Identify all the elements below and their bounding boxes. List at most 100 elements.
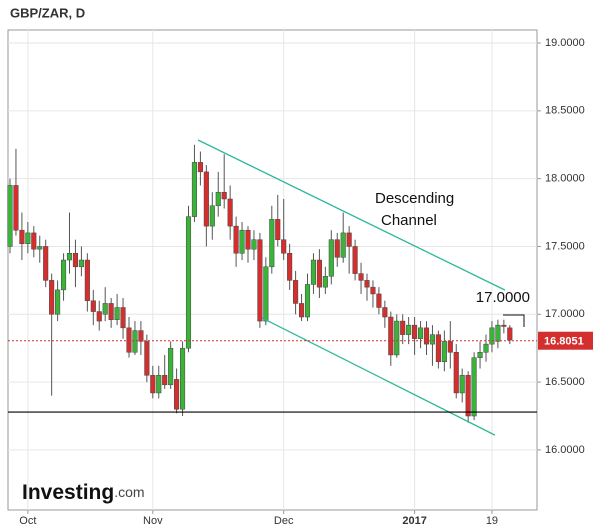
candle-body	[25, 232, 31, 245]
candle-body	[174, 379, 180, 410]
annotation-pointer	[503, 314, 525, 327]
annotation: Descending	[375, 190, 454, 207]
logo-suffix: .com	[114, 484, 144, 500]
y-tick-label: 18.0000	[545, 173, 585, 185]
candle-body	[55, 289, 61, 315]
candle-body	[191, 162, 197, 217]
candle-body	[114, 307, 120, 320]
trendline	[261, 317, 496, 436]
y-tick-label: 19.0000	[545, 37, 585, 49]
candle-body	[453, 352, 459, 394]
candle-body	[269, 219, 275, 268]
candle-body	[197, 162, 203, 173]
logo-main: Investing	[22, 481, 114, 504]
candle-body	[251, 239, 257, 250]
candle-body	[441, 341, 447, 363]
y-tick-label: 17.0000	[545, 308, 585, 320]
candle-body	[447, 341, 453, 353]
trendline	[197, 139, 506, 291]
candle-body	[310, 259, 316, 285]
x-tick-label: Nov	[143, 515, 163, 527]
chart-title: GBP/ZAR, D	[10, 5, 85, 20]
candle-body	[138, 330, 144, 342]
candle-body	[328, 239, 334, 277]
candle-body	[370, 286, 376, 295]
candle-body	[102, 303, 108, 315]
candle-body	[120, 307, 126, 329]
candle-body	[293, 280, 299, 304]
x-tick-label: Dec	[274, 515, 294, 527]
plot-frame	[7, 29, 538, 511]
candle-body	[245, 229, 251, 250]
candle-body	[215, 191, 221, 207]
candle-body	[471, 357, 477, 417]
candle-body	[495, 324, 501, 342]
candle-body	[287, 252, 293, 281]
y-tick-label: 17.5000	[545, 240, 585, 252]
candle-body	[340, 232, 346, 258]
candle-body	[418, 327, 424, 339]
y-tick-label: 16.0000	[545, 444, 585, 456]
candle-body	[13, 185, 19, 231]
candle-body	[334, 239, 340, 258]
candle-body	[429, 334, 435, 345]
y-tick-label: 18.5000	[545, 105, 585, 117]
candle-body	[358, 273, 364, 281]
last-price-label: 16.8051	[544, 336, 584, 348]
candle-body	[150, 375, 156, 394]
candle-body	[364, 280, 370, 288]
candle-body	[406, 324, 412, 335]
candle-body	[477, 352, 483, 358]
candle-body	[257, 239, 263, 322]
candle-body	[132, 330, 138, 353]
candle-body	[168, 347, 174, 386]
candle-body	[435, 334, 441, 363]
candle-body	[423, 327, 430, 345]
candle-body	[388, 316, 394, 356]
candle-body	[352, 246, 358, 274]
candle-body	[400, 320, 406, 335]
candle-body	[346, 232, 352, 247]
annotation: 17.0000	[476, 289, 530, 306]
candle-body	[126, 327, 132, 353]
x-tick-label: Oct	[19, 515, 36, 527]
candle-body	[203, 171, 209, 227]
candle-body	[209, 205, 215, 227]
candle-body	[72, 252, 79, 268]
x-tick-label: 2017	[402, 515, 426, 527]
candle-body	[162, 375, 168, 386]
logo: Investing.com	[22, 481, 145, 504]
candle-body	[84, 259, 90, 301]
candle-body	[180, 347, 186, 410]
candle-body	[281, 239, 287, 254]
candle-body	[489, 327, 495, 345]
plot-layer	[7, 30, 537, 510]
candle-body	[275, 219, 281, 240]
candle-body	[465, 375, 471, 417]
candle-body	[7, 185, 13, 247]
candle-body	[221, 191, 227, 200]
candle-body	[376, 293, 382, 308]
candle-body	[61, 259, 67, 291]
candle-body	[144, 341, 150, 376]
candle-body	[459, 375, 465, 394]
candle-body	[304, 284, 311, 318]
candle-body	[394, 320, 400, 356]
candle-body	[382, 307, 388, 318]
candle-body	[43, 246, 49, 281]
annotation: Channel	[381, 212, 437, 229]
candle-body	[322, 276, 328, 288]
candle-body	[263, 266, 269, 322]
last-price-box	[538, 331, 593, 350]
candle-body	[299, 303, 305, 318]
candle-body	[49, 280, 55, 315]
candle-body	[239, 229, 245, 254]
candle-body	[233, 225, 239, 254]
candle-body	[66, 252, 73, 261]
candle-body	[90, 300, 96, 312]
candle-body	[316, 259, 322, 288]
candle-body	[31, 232, 37, 250]
candle-body	[78, 259, 84, 268]
candle-body	[185, 216, 192, 349]
